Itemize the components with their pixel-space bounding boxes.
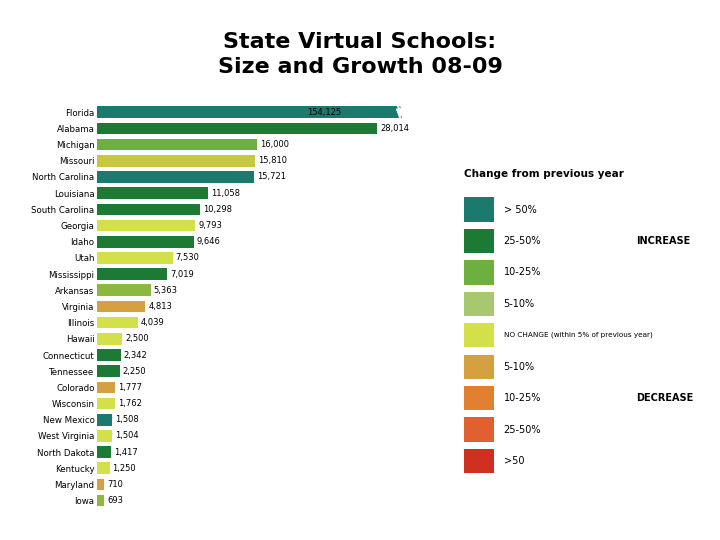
Text: 2,342: 2,342 (124, 350, 148, 360)
Bar (97, 301, 145, 312)
Bar (464, 386, 494, 410)
Bar (464, 292, 494, 316)
Text: 1,762: 1,762 (117, 399, 142, 408)
Text: 9,793: 9,793 (198, 221, 222, 230)
Bar (464, 354, 494, 379)
Text: 10,298: 10,298 (203, 205, 232, 214)
Text: 7,019: 7,019 (170, 269, 194, 279)
Text: INCREASE: INCREASE (636, 236, 690, 246)
Text: 15,721: 15,721 (257, 172, 287, 181)
Bar (97, 236, 194, 247)
Bar (97, 382, 115, 393)
Bar (97, 462, 109, 474)
Text: 2,250: 2,250 (122, 367, 146, 376)
Bar (97, 171, 254, 183)
Text: NO CHANGE (within 5% of previous year): NO CHANGE (within 5% of previous year) (503, 332, 652, 339)
Bar (97, 285, 150, 296)
Text: 7,530: 7,530 (176, 253, 199, 262)
Text: DECREASE: DECREASE (636, 393, 693, 403)
Text: 16,000: 16,000 (260, 140, 289, 149)
Bar (97, 106, 402, 118)
Text: State Virtual Schools:
Size and Growth 08-09: State Virtual Schools: Size and Growth 0… (217, 32, 503, 77)
Bar (97, 495, 104, 507)
Text: 15,810: 15,810 (258, 156, 287, 165)
Bar (97, 204, 200, 215)
Bar (464, 417, 494, 442)
Text: 9,646: 9,646 (197, 237, 220, 246)
Text: 693: 693 (107, 496, 123, 505)
Bar (97, 155, 256, 167)
Bar (464, 323, 494, 347)
Text: 25-50%: 25-50% (503, 424, 541, 435)
Text: 1,508: 1,508 (115, 415, 139, 424)
Bar (464, 229, 494, 253)
Bar (97, 398, 114, 409)
Bar (97, 349, 121, 361)
Bar (464, 260, 494, 285)
Text: 25-50%: 25-50% (503, 236, 541, 246)
Text: 4,039: 4,039 (140, 318, 164, 327)
Text: Change from previous year: Change from previous year (464, 169, 624, 179)
Text: 710: 710 (107, 480, 123, 489)
Bar (97, 268, 167, 280)
Bar (97, 187, 208, 199)
Bar (464, 197, 494, 221)
Text: 5,363: 5,363 (153, 286, 178, 295)
Text: 1,250: 1,250 (112, 464, 136, 473)
Text: 1,417: 1,417 (114, 448, 138, 457)
Text: 154,125: 154,125 (307, 108, 341, 117)
Text: 1,777: 1,777 (118, 383, 142, 392)
Text: 10-25%: 10-25% (503, 267, 541, 278)
Text: 10-25%: 10-25% (503, 393, 541, 403)
Bar (97, 123, 377, 134)
Text: 1,504: 1,504 (115, 431, 139, 441)
Text: 5-10%: 5-10% (503, 362, 535, 372)
Text: 2,500: 2,500 (125, 334, 149, 343)
Bar (97, 317, 138, 328)
Text: 5-10%: 5-10% (503, 299, 535, 309)
Bar (464, 449, 494, 473)
Text: > 50%: > 50% (503, 205, 536, 214)
Text: 4,813: 4,813 (148, 302, 172, 311)
Bar (97, 430, 112, 442)
Bar (97, 366, 120, 377)
Text: 11,058: 11,058 (211, 188, 240, 198)
Bar (97, 139, 257, 151)
Bar (97, 333, 122, 345)
Bar (97, 478, 104, 490)
Text: >50: >50 (503, 456, 524, 466)
Bar (97, 252, 173, 264)
Bar (97, 220, 195, 231)
Text: 28,014: 28,014 (380, 124, 409, 133)
Bar (97, 446, 112, 458)
Bar (97, 414, 112, 426)
